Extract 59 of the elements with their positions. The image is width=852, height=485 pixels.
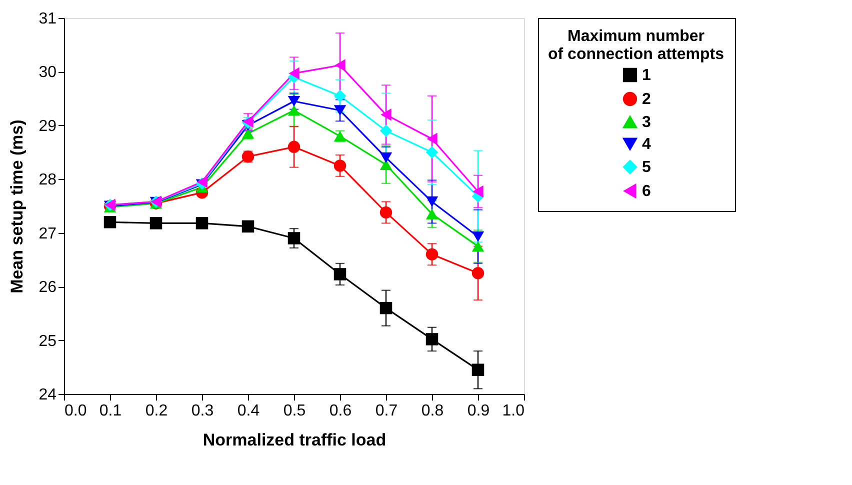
point <box>472 267 484 280</box>
x-tick-label: 0.2 <box>145 402 168 420</box>
point <box>150 217 162 230</box>
point <box>426 333 438 346</box>
y-tick-label: 30 <box>38 64 57 82</box>
legend-label: 6 <box>642 183 651 200</box>
legend-label: 2 <box>642 91 651 108</box>
point <box>334 105 346 116</box>
point <box>426 208 438 220</box>
point <box>288 140 300 154</box>
x-tick-label: 0.8 <box>421 402 444 420</box>
point <box>104 216 116 228</box>
y-tick-label: 29 <box>38 118 57 135</box>
point <box>472 185 484 198</box>
point <box>334 90 346 102</box>
x-tick-label: 0.9 <box>467 402 490 420</box>
x-tick-label: 0.3 <box>191 402 214 420</box>
y-tick-label: 28 <box>38 172 57 189</box>
x-axis-title: Normalized traffic load <box>202 430 386 450</box>
point <box>380 124 392 137</box>
legend-label: 1 <box>642 67 651 84</box>
x-tick-label: 0.5 <box>283 402 306 420</box>
y-tick-label: 24 <box>38 386 57 404</box>
point <box>196 217 208 230</box>
legend-title: Maximum number of connection attempts <box>548 28 724 63</box>
point <box>288 96 300 107</box>
point <box>242 220 254 233</box>
y-tick-label: 26 <box>38 279 57 296</box>
point <box>472 364 484 376</box>
point <box>472 240 484 252</box>
point <box>288 67 300 80</box>
point <box>472 231 484 242</box>
point <box>380 206 392 219</box>
legend-label: 3 <box>642 114 651 131</box>
point <box>288 105 300 116</box>
point <box>426 146 438 158</box>
point <box>334 59 346 72</box>
point <box>334 268 346 280</box>
y-tick-label: 31 <box>38 10 57 28</box>
x-tick-label: 0.0 <box>64 402 87 420</box>
point <box>380 152 392 163</box>
y-tick-label: 27 <box>38 225 57 242</box>
point <box>426 132 438 145</box>
y-tick-label: 25 <box>38 332 57 350</box>
point <box>380 108 392 121</box>
legend-label: 4 <box>642 136 651 153</box>
y-axis-title: Mean setup time (ms) <box>8 120 27 294</box>
x-tick-label: 0.6 <box>329 402 352 420</box>
legend-label: 5 <box>642 159 651 176</box>
point <box>426 248 438 260</box>
x-tick-label: 1.0 <box>502 402 525 420</box>
x-tick-label: 0.7 <box>375 402 398 420</box>
point <box>426 196 438 208</box>
point <box>334 130 346 142</box>
point <box>334 160 346 172</box>
x-tick-label: 0.1 <box>99 402 122 420</box>
x-tick-label: 0.4 <box>237 402 260 420</box>
point <box>288 232 300 244</box>
point <box>380 302 392 314</box>
